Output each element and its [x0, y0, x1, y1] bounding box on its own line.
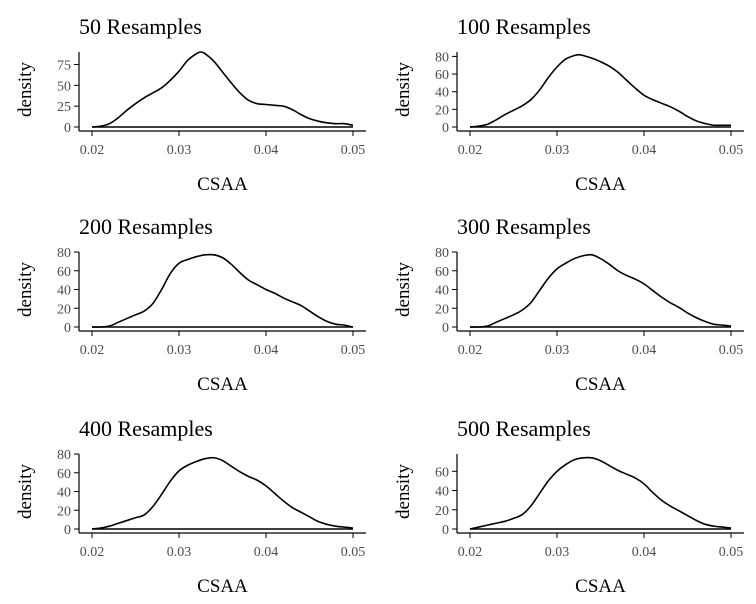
y-tick-label: 0: [442, 121, 449, 136]
x-tick-label: 0.03: [167, 343, 192, 358]
y-tick-label: 20: [57, 504, 71, 519]
x-axis-title: CSAA: [197, 374, 248, 395]
x-axis-title: CSAA: [575, 576, 626, 597]
x-tick-label: 0.05: [719, 545, 744, 560]
x-axis-title: CSAA: [575, 374, 626, 395]
y-axis-title: density: [393, 464, 414, 519]
density-plot: 200 Resamples 0 20 40 60 80 0.02 0.03 0.04 0.05 CS…: [15, 214, 366, 395]
y-tick-label: 40: [435, 485, 449, 500]
y-tick-label: 60: [435, 68, 449, 83]
y-tick-label: 20: [435, 302, 449, 317]
x-tick-label: 0.04: [254, 143, 279, 158]
x-tick-label: 0.05: [341, 343, 366, 358]
panel-title: 400 Resamples: [79, 416, 213, 441]
x-tick-label: 0.04: [632, 545, 657, 560]
density-curve: [469, 456, 732, 530]
x-tick-label: 0.03: [545, 343, 570, 358]
y-tick-label: 80: [57, 246, 71, 261]
density-curve: [91, 51, 354, 128]
x-tick-label: 0.05: [719, 143, 744, 158]
y-tick-label: 0: [442, 321, 449, 336]
y-tick-label: 60: [435, 265, 449, 280]
y-tick-label: 40: [435, 284, 449, 299]
density-curve: [91, 253, 354, 328]
y-tick-label: 40: [435, 86, 449, 101]
y-axis-title: density: [393, 262, 414, 317]
panel-500-resamples: 500 Resamples 0 20 40 60 0.02 0.03 0.04 0.05 CSAA…: [378, 402, 756, 602]
y-tick-label: 80: [435, 50, 449, 65]
y-tick-label: 25: [57, 100, 71, 115]
y-axis-title: density: [15, 262, 36, 317]
y-tick-label: 80: [57, 448, 71, 463]
x-tick-label: 0.03: [167, 143, 192, 158]
panel-400-resamples: 400 Resamples 0 20 40 60 80 0.02 0.03 0.04 0.05 CS…: [0, 402, 378, 602]
x-tick-label: 0.02: [458, 343, 483, 358]
density-plot: 500 Resamples 0 20 40 60 0.02 0.03 0.04 0.05 CSAA…: [393, 416, 744, 597]
y-tick-label: 60: [57, 467, 71, 482]
panel-title: 500 Resamples: [457, 416, 591, 441]
y-tick-label: 20: [435, 103, 449, 118]
panel-200-resamples: 200 Resamples 0 20 40 60 80 0.02 0.03 0.04 0.05 CS…: [0, 200, 378, 400]
y-tick-label: 0: [442, 523, 449, 538]
x-tick-label: 0.05: [341, 143, 366, 158]
density-curve: [469, 53, 731, 128]
x-tick-label: 0.04: [632, 143, 657, 158]
x-tick-label: 0.02: [80, 545, 105, 560]
y-tick-label: 0: [64, 523, 71, 538]
x-axis-title: CSAA: [575, 174, 626, 195]
y-tick-label: 20: [435, 504, 449, 519]
x-axis-title: CSAA: [197, 174, 248, 195]
x-tick-label: 0.04: [254, 545, 279, 560]
density-plot: 300 Resamples 0 20 40 60 80 0.02 0.03 0.04 0.05 CS…: [393, 214, 744, 395]
y-tick-label: 50: [57, 79, 71, 94]
y-tick-label: 80: [435, 246, 449, 261]
y-axis-title: density: [393, 62, 414, 117]
x-tick-label: 0.04: [254, 343, 279, 358]
x-tick-label: 0.02: [80, 343, 105, 358]
panel-title: 100 Resamples: [457, 14, 591, 39]
panel-50-resamples: 50 Resamples 0 25 50 75 0.02 0.03 0.04 0.05 CSAA d…: [0, 0, 378, 200]
density-plot: 50 Resamples 0 25 50 75 0.02 0.03 0.04 0.05 CSAA d…: [15, 14, 366, 195]
panel-title: 300 Resamples: [457, 214, 591, 239]
x-axis-title: CSAA: [197, 576, 248, 597]
y-tick-label: 40: [57, 284, 71, 299]
density-curve: [469, 253, 732, 328]
panel-300-resamples: 300 Resamples 0 20 40 60 80 0.02 0.03 0.04 0.05 CS…: [378, 200, 756, 400]
y-tick-label: 75: [57, 59, 71, 74]
density-plot: 100 Resamples 0 20 40 60 80 0.02 0.03 0.04 0.05 CS…: [393, 14, 744, 195]
x-tick-label: 0.02: [458, 143, 483, 158]
y-tick-label: 20: [57, 302, 71, 317]
y-tick-label: 60: [57, 265, 71, 280]
panel-100-resamples: 100 Resamples 0 20 40 60 80 0.02 0.03 0.04 0.05 CS…: [378, 0, 756, 200]
y-axis-title: density: [15, 62, 36, 117]
x-tick-label: 0.05: [341, 545, 366, 560]
panel-title: 50 Resamples: [79, 14, 202, 39]
y-tick-label: 0: [64, 121, 71, 136]
x-tick-label: 0.02: [458, 545, 483, 560]
x-tick-label: 0.05: [719, 343, 744, 358]
y-tick-label: 60: [435, 465, 449, 480]
x-tick-label: 0.02: [80, 143, 105, 158]
y-tick-label: 0: [64, 321, 71, 336]
x-tick-label: 0.03: [167, 545, 192, 560]
density-curve: [91, 456, 354, 530]
panel-title: 200 Resamples: [79, 214, 213, 239]
x-tick-label: 0.03: [545, 143, 570, 158]
x-tick-label: 0.03: [545, 545, 570, 560]
y-axis-title: density: [15, 464, 36, 519]
x-tick-label: 0.04: [632, 343, 657, 358]
density-plot: 400 Resamples 0 20 40 60 80 0.02 0.03 0.04 0.05 CS…: [15, 416, 366, 597]
y-tick-label: 40: [57, 486, 71, 501]
